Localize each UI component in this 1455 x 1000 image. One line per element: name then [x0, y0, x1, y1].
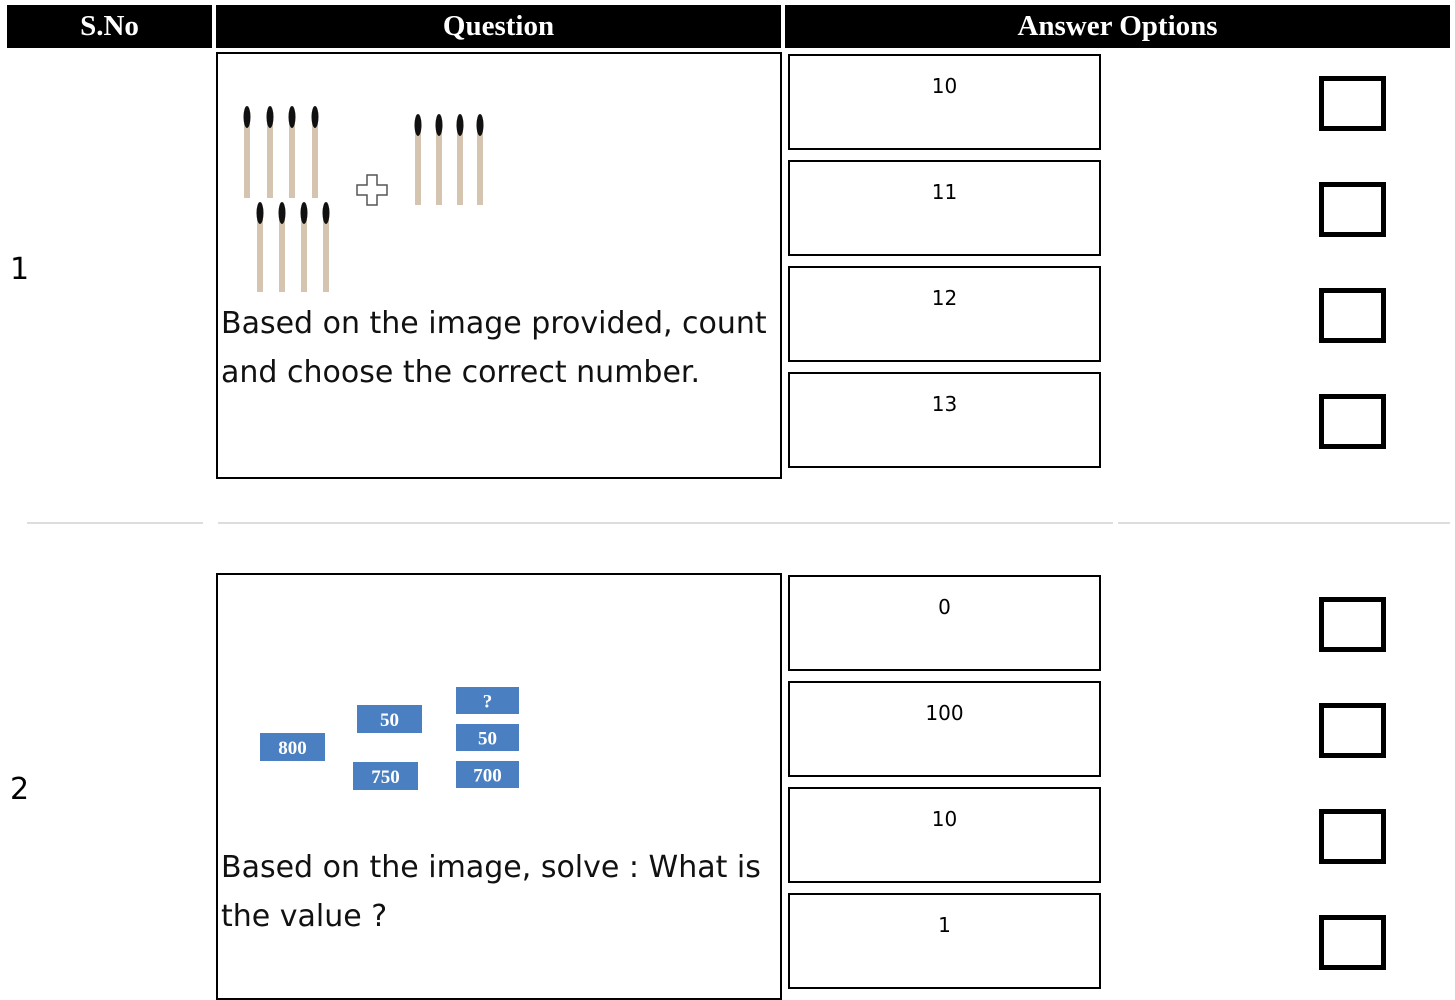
separator: [27, 522, 203, 524]
block-label: 700: [473, 766, 502, 787]
answer-option: 10: [788, 787, 1101, 883]
checkbox[interactable]: [1319, 394, 1386, 449]
checkbox[interactable]: [1319, 703, 1386, 758]
answer-option: 1: [788, 893, 1101, 989]
answer-option: 100: [788, 681, 1101, 777]
checkbox[interactable]: [1319, 76, 1386, 131]
answer-option: 12: [788, 266, 1101, 362]
answer-option: 13: [788, 372, 1101, 468]
question-text: Based on the image, solve : What is the …: [221, 850, 761, 934]
number-block: [456, 761, 519, 788]
answer-option: 0: [788, 575, 1101, 671]
separator: [218, 522, 1113, 524]
number-block: [353, 762, 418, 790]
separator: [1118, 522, 1450, 524]
number-block: [260, 733, 325, 761]
block-label: 750: [371, 767, 400, 788]
question-text: Based on the image provided, count and c…: [221, 306, 767, 390]
header-cell: S.No: [7, 5, 212, 48]
answer-option: 11: [788, 160, 1101, 256]
header-cell: Answer Options: [785, 5, 1450, 48]
serial-number: 2: [10, 772, 30, 807]
number-blocks-image: 800 50 750? 50 700: [260, 687, 519, 790]
serial-number: 1: [10, 252, 30, 287]
matchsticks-image: [243, 106, 484, 292]
header-cell: Question: [216, 5, 781, 48]
block-label: 50: [380, 710, 399, 731]
answer-option: 10: [788, 54, 1101, 150]
checkbox[interactable]: [1319, 915, 1386, 970]
checkbox[interactable]: [1319, 288, 1386, 343]
block-label: ?: [483, 692, 493, 713]
block-label: 800: [278, 738, 307, 759]
checkbox[interactable]: [1319, 809, 1386, 864]
number-block: [456, 687, 519, 714]
checkbox[interactable]: [1319, 182, 1386, 237]
number-block: [357, 705, 422, 733]
block-label: 50: [478, 729, 497, 750]
question-box: [216, 52, 782, 479]
checkbox[interactable]: [1319, 597, 1386, 652]
number-block: [456, 724, 519, 751]
